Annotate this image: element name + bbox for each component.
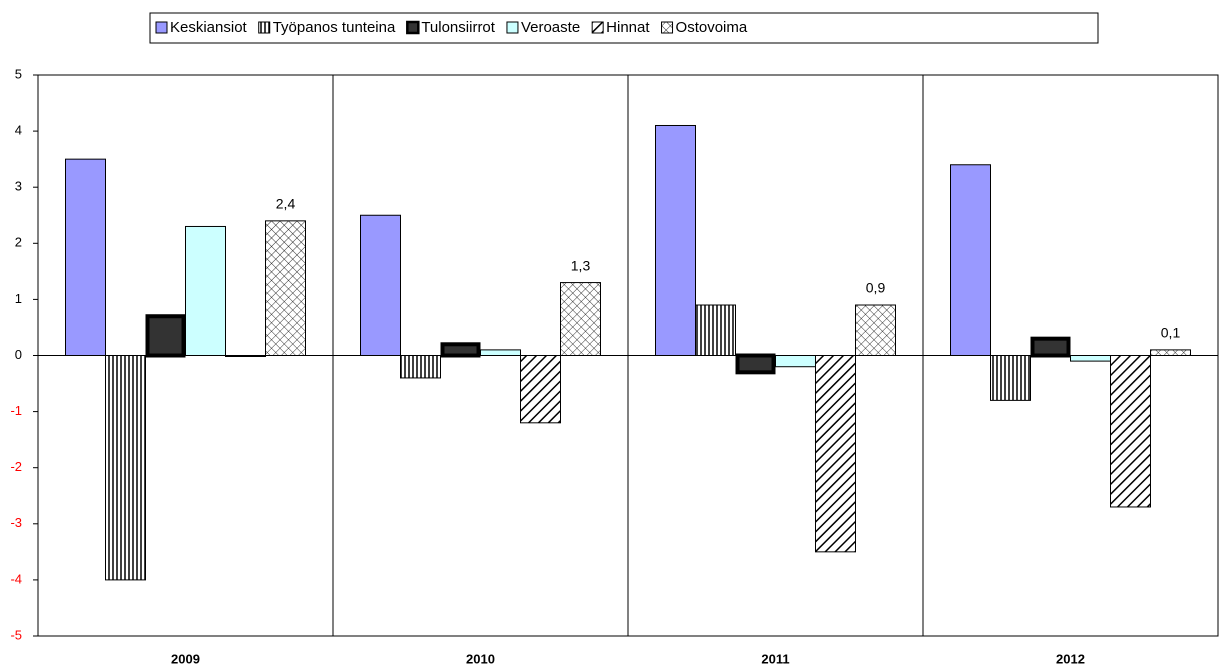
bar xyxy=(655,124,696,356)
bar xyxy=(360,214,401,356)
bar xyxy=(950,164,991,356)
bar xyxy=(480,349,521,357)
bar xyxy=(440,342,481,358)
legend-label: Hinnat xyxy=(606,19,650,36)
legend-label: Työpanos tunteina xyxy=(273,19,396,36)
x-tick-label: 2010 xyxy=(466,651,495,666)
y-tick-label: 4 xyxy=(15,123,22,138)
x-tick-label: 2012 xyxy=(1056,651,1085,666)
bar xyxy=(990,355,1031,401)
y-tick-label: 3 xyxy=(15,179,22,194)
bar xyxy=(735,353,776,375)
bar xyxy=(1030,336,1071,358)
bar xyxy=(185,225,226,356)
bar xyxy=(1070,355,1111,362)
y-tick-label: -1 xyxy=(10,403,22,418)
y-tick-label: -2 xyxy=(10,459,22,474)
y-tick-label: 0 xyxy=(15,347,22,362)
bar xyxy=(560,282,601,357)
bar xyxy=(400,355,441,379)
bar xyxy=(105,355,146,581)
value-label: 0,9 xyxy=(866,280,886,296)
legend-swatch xyxy=(661,21,674,34)
legend-label: Veroaste xyxy=(521,19,580,36)
legend-label: Keskiansiot xyxy=(170,19,248,36)
bar xyxy=(815,355,856,553)
legend-label: Ostovoima xyxy=(676,19,748,36)
legend-box xyxy=(149,12,1099,44)
legend-label: Tulonsiirrot xyxy=(421,19,495,36)
bar xyxy=(225,355,266,357)
y-tick-label: -5 xyxy=(10,627,22,642)
legend-swatch xyxy=(155,21,168,34)
y-tick-label: 1 xyxy=(15,291,22,306)
y-tick-label: -4 xyxy=(10,571,22,586)
x-tick-label: 2011 xyxy=(761,651,789,666)
legend-swatch xyxy=(258,21,271,34)
y-tick-label: 5 xyxy=(15,66,22,81)
y-tick-label: 2 xyxy=(15,235,22,250)
value-label: 0,1 xyxy=(1161,325,1181,341)
legend-swatch xyxy=(506,21,519,34)
y-tick-label: -3 xyxy=(10,515,22,530)
bar xyxy=(1150,349,1191,357)
bar xyxy=(855,304,896,357)
x-tick-label: 2009 xyxy=(171,651,200,666)
value-label: 1,3 xyxy=(571,257,591,273)
bar xyxy=(65,158,106,356)
bar xyxy=(520,355,561,424)
legend-swatch xyxy=(591,21,604,34)
bar xyxy=(145,314,186,358)
value-label: 2,4 xyxy=(276,196,296,212)
bar xyxy=(695,304,736,357)
legend-swatch xyxy=(406,20,420,35)
bar xyxy=(265,220,306,356)
bar xyxy=(1110,355,1151,508)
bar xyxy=(775,355,816,368)
